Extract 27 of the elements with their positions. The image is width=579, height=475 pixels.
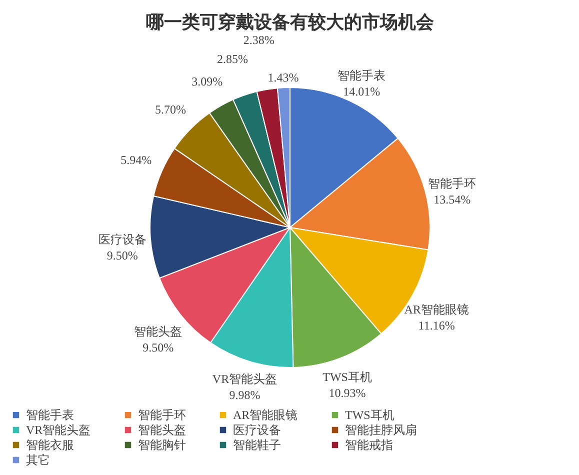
- legend-label: TWS耳机: [345, 408, 394, 422]
- legend-label: 智能手环: [138, 408, 186, 422]
- data-label: 智能头盔 9.50%: [134, 324, 182, 355]
- data-label: 5.70%: [154, 102, 186, 116]
- data-label: 2.38%: [243, 33, 274, 48]
- data-label: 智能手表 14.01%: [338, 68, 386, 99]
- data-label: 2.85%: [217, 52, 248, 66]
- data-label: 3.09%: [192, 74, 223, 88]
- legend-label: 智能衣服: [26, 438, 74, 452]
- legend-label: 智能头盔: [138, 423, 186, 437]
- data-label: 智能手环 13.54%: [428, 176, 476, 206]
- legend-label: VR智能头盔: [26, 423, 91, 437]
- legend-label: 医疗设备: [233, 423, 281, 437]
- data-label: TWS耳机 10.93%: [322, 370, 372, 400]
- legend-label: 智能鞋子: [233, 438, 281, 452]
- legend-label: 智能戒指: [345, 438, 393, 452]
- data-label: VR智能头盔 9.98%: [212, 372, 278, 402]
- legend-label: AR智能眼镜: [233, 408, 298, 422]
- legend-label: 智能胸针: [138, 438, 186, 452]
- data-label: 5.94%: [120, 152, 152, 167]
- legend-label: 其它: [26, 453, 50, 467]
- legend-label: 智能挂脖风扇: [345, 423, 417, 437]
- chart-title: 哪一类可穿戴设备有较大的市场机会: [146, 12, 435, 32]
- data-label: 医疗设备 9.50%: [98, 232, 146, 262]
- data-label: 1.43%: [268, 70, 299, 85]
- legend-label: 智能手表: [26, 408, 74, 422]
- data-label: AR智能眼镜 11.16%: [404, 302, 469, 333]
